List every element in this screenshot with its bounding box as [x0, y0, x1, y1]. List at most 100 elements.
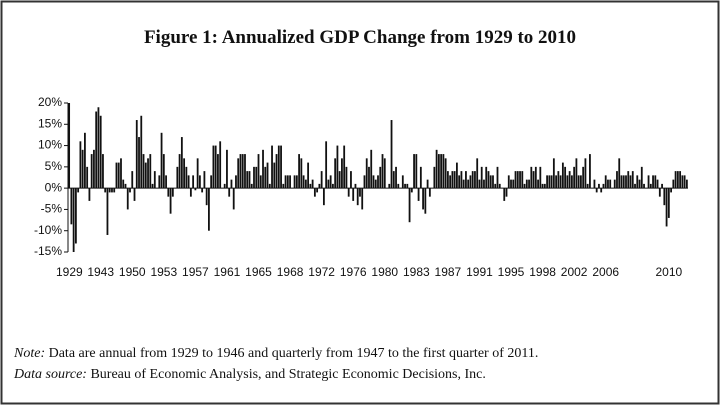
bar — [618, 158, 621, 189]
bar — [144, 162, 147, 189]
bar — [325, 141, 328, 189]
bar — [638, 179, 641, 189]
bar — [210, 175, 213, 189]
bar — [194, 188, 197, 191]
bar — [661, 183, 663, 189]
bar — [401, 175, 404, 189]
bar — [419, 166, 422, 189]
bar — [636, 175, 639, 189]
bar — [286, 175, 289, 189]
bar — [293, 175, 296, 189]
bar — [370, 149, 373, 189]
bar — [120, 158, 122, 189]
bar — [307, 162, 310, 189]
y-tick-label: -5% — [41, 202, 63, 216]
bar — [568, 171, 571, 189]
bar — [595, 188, 598, 193]
bar — [548, 175, 551, 189]
bar — [124, 183, 127, 189]
bar — [185, 166, 188, 189]
bar — [192, 175, 195, 189]
bar — [539, 166, 542, 189]
bar — [138, 137, 140, 189]
bar — [165, 175, 167, 189]
bar — [268, 183, 271, 189]
bar — [379, 166, 382, 189]
y-tick-label: -15% — [34, 244, 62, 258]
bar — [246, 171, 249, 189]
bar — [309, 183, 312, 189]
bar — [426, 179, 429, 189]
bar — [115, 162, 118, 189]
bar — [253, 166, 255, 189]
bar — [408, 188, 411, 223]
bar — [151, 183, 154, 189]
y-tick-label: 10% — [38, 138, 62, 152]
bar — [117, 162, 120, 189]
bar — [507, 175, 510, 189]
bar — [627, 171, 630, 189]
bar — [516, 171, 519, 189]
bar — [589, 154, 591, 189]
bar — [532, 171, 535, 189]
bar — [381, 154, 384, 189]
bar — [480, 166, 483, 189]
bar — [685, 179, 688, 189]
bar — [219, 141, 222, 189]
bar — [469, 175, 472, 189]
bar — [212, 145, 215, 189]
bar — [654, 175, 657, 189]
bar — [415, 154, 418, 189]
bar — [257, 154, 260, 189]
bar — [640, 166, 643, 189]
bar — [550, 175, 553, 189]
bar — [106, 188, 109, 235]
bar — [304, 179, 307, 189]
bar — [512, 179, 515, 189]
bar — [392, 171, 395, 189]
x-tick-label: 1961 — [214, 265, 241, 279]
bar — [232, 188, 235, 210]
bar — [131, 171, 134, 189]
bar — [665, 188, 668, 227]
bar — [271, 145, 273, 189]
bar — [111, 188, 113, 193]
bar — [262, 149, 264, 189]
bar — [336, 145, 339, 189]
bar — [656, 179, 659, 189]
bar — [496, 166, 499, 189]
bar — [205, 188, 208, 206]
bar — [248, 171, 251, 189]
bar — [573, 166, 576, 189]
bar — [647, 175, 650, 189]
x-tick-label: 1968 — [277, 265, 304, 279]
bar — [343, 145, 346, 189]
bar — [334, 158, 337, 189]
bar — [332, 183, 334, 189]
bar — [467, 179, 470, 189]
bar — [582, 166, 585, 189]
bar — [239, 154, 242, 189]
bar — [444, 158, 447, 189]
bar — [514, 171, 517, 189]
bar — [521, 171, 524, 189]
bar — [365, 158, 368, 189]
bar — [584, 158, 587, 189]
bar — [102, 154, 104, 189]
bar — [93, 149, 95, 189]
bar — [133, 188, 136, 201]
bar — [390, 120, 393, 189]
bar — [456, 162, 458, 189]
bar — [198, 175, 201, 189]
bar — [534, 166, 537, 189]
bar — [676, 171, 679, 189]
bar — [523, 183, 526, 189]
bar — [255, 166, 258, 189]
bar — [359, 188, 361, 197]
bar — [453, 171, 456, 189]
bar — [607, 179, 609, 189]
bar — [228, 188, 231, 197]
bar — [474, 171, 476, 189]
x-tick-label: 1929 — [56, 265, 83, 279]
bar — [104, 188, 107, 193]
